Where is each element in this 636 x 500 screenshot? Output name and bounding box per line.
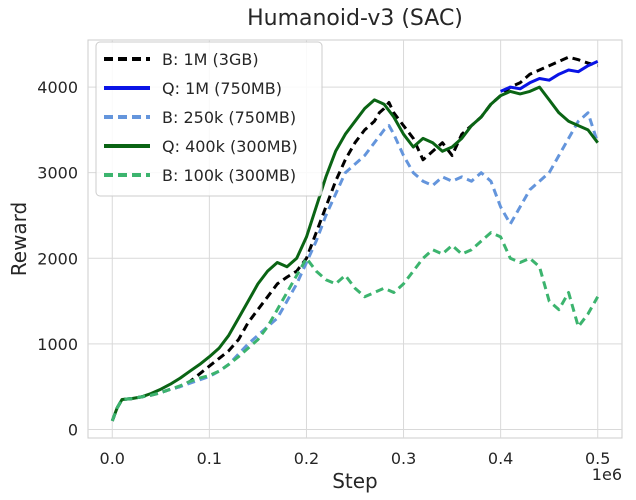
x-tick-label: 0.1 [197,449,222,468]
series-line [110,85,599,422]
x-tick-label: 0.2 [294,449,319,468]
legend-label: B: 100k (300MB) [162,166,296,185]
legend: B: 1M (3GB) Q: 1M (750MB) B: 250k (750MB) Q… [95,41,323,197]
y-axis-label: Reward [7,202,31,276]
chart-title: Humanoid-v3 (SAC) [247,6,463,31]
series-line [499,60,599,93]
y-tick-label: 0 [68,420,78,439]
y-tick-label: 1000 [37,335,78,354]
series-line [110,231,600,422]
y-tick-label: 4000 [37,78,78,97]
legend-label: Q: 400k (300MB) [162,137,298,156]
x-tick-label: 0.0 [100,449,125,468]
x-tick-label: 0.3 [391,449,416,468]
legend-box [95,41,323,197]
x-tick-labels: 0.0 0.1 0.2 0.3 0.4 0.5 [100,449,611,468]
y-tick-label: 2000 [37,249,78,268]
series-lines [110,55,600,422]
x-axis-label: Step [332,469,378,493]
series-line [110,111,600,422]
legend-label: B: 250k (750MB) [162,108,296,127]
y-tick-label: 3000 [37,164,78,183]
legend-label: Q: 1M (750MB) [162,79,282,98]
x-offset-label: 1e6 [592,465,622,484]
x-tick-label: 0.5 [585,449,610,468]
y-tick-labels: 0 1000 2000 3000 4000 [37,78,78,439]
x-tick-label: 0.4 [488,449,513,468]
legend-label: B: 1M (3GB) [162,50,259,69]
